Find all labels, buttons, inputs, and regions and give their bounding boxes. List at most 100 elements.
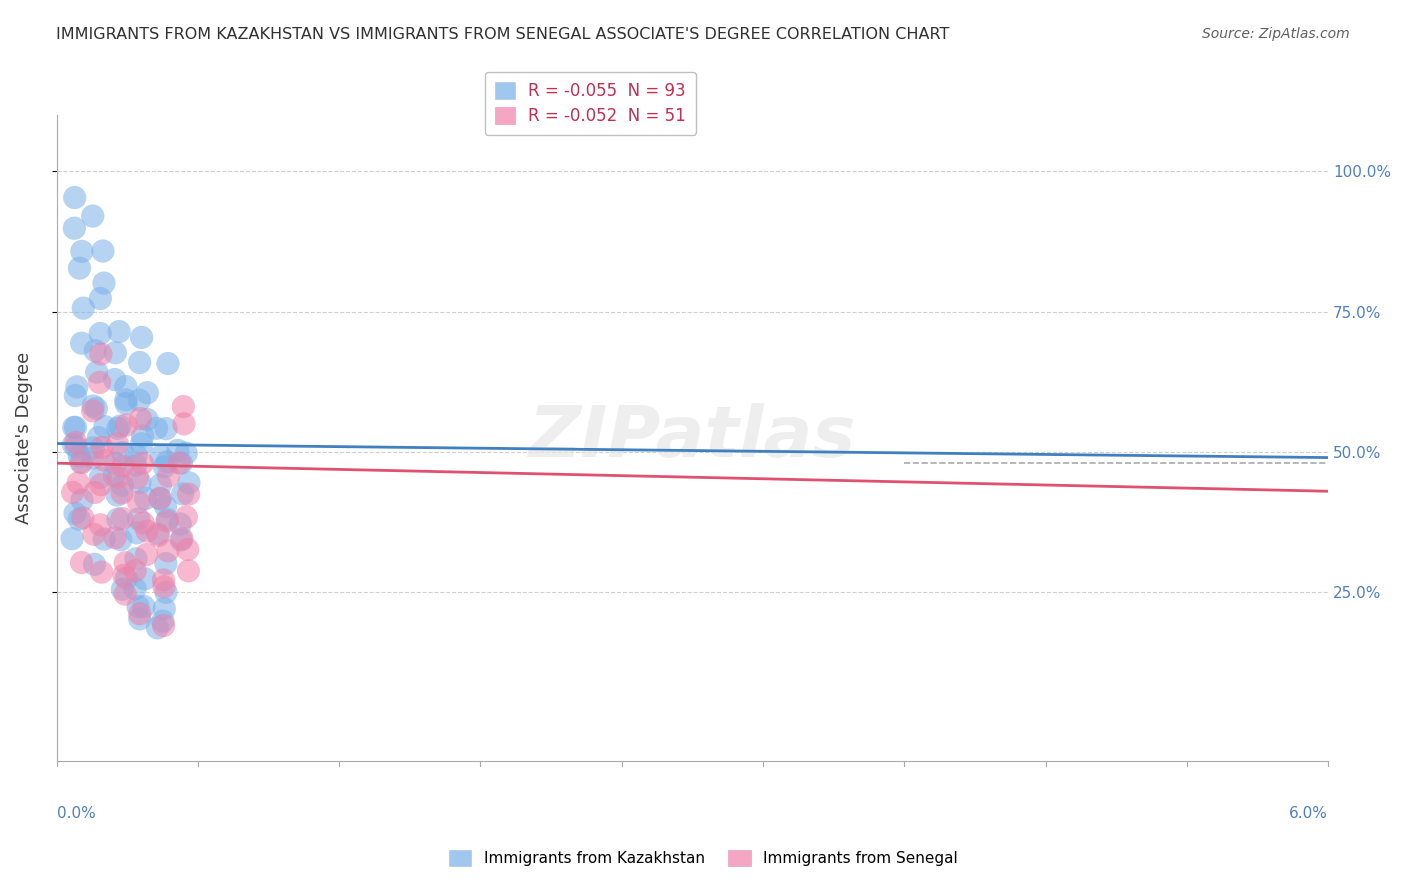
Point xyxy=(110,533,132,547)
Text: Source: ZipAtlas.com: Source: ZipAtlas.com xyxy=(1202,27,1350,41)
Point xyxy=(146,526,169,541)
Point xyxy=(169,517,191,532)
Point xyxy=(132,599,155,614)
Point xyxy=(124,564,146,578)
Point xyxy=(114,379,136,393)
Point xyxy=(103,468,125,483)
Point xyxy=(60,532,83,546)
Point xyxy=(112,568,135,582)
Point xyxy=(105,488,128,502)
Point xyxy=(62,437,84,451)
Point xyxy=(107,421,129,435)
Point xyxy=(82,209,104,223)
Point xyxy=(94,419,117,434)
Y-axis label: Associate's Degree: Associate's Degree xyxy=(15,351,32,524)
Point xyxy=(66,380,89,394)
Point xyxy=(131,429,153,443)
Point xyxy=(170,532,193,546)
Point xyxy=(124,582,146,596)
Point xyxy=(82,450,104,465)
Point xyxy=(89,376,111,390)
Point xyxy=(115,396,138,410)
Point xyxy=(125,448,148,462)
Point xyxy=(152,573,174,587)
Point xyxy=(128,512,150,526)
Point xyxy=(149,491,172,506)
Point xyxy=(153,580,176,594)
Point xyxy=(89,326,111,341)
Point xyxy=(153,601,176,615)
Point xyxy=(125,551,148,566)
Text: 0.0%: 0.0% xyxy=(56,805,96,821)
Point xyxy=(104,345,127,359)
Point xyxy=(125,525,148,540)
Point xyxy=(115,418,138,433)
Point xyxy=(72,511,94,525)
Text: ZIPatlas: ZIPatlas xyxy=(529,403,856,473)
Point xyxy=(111,582,134,597)
Legend: Immigrants from Kazakhstan, Immigrants from Senegal: Immigrants from Kazakhstan, Immigrants f… xyxy=(439,841,967,875)
Point xyxy=(128,612,150,626)
Point xyxy=(65,388,87,402)
Point xyxy=(89,471,111,485)
Point xyxy=(136,524,159,538)
Point xyxy=(176,542,198,557)
Point xyxy=(173,417,195,431)
Point xyxy=(111,511,134,525)
Point xyxy=(128,607,150,621)
Point xyxy=(114,587,136,601)
Point xyxy=(155,585,177,599)
Point xyxy=(149,491,172,505)
Point xyxy=(177,475,200,490)
Point xyxy=(131,330,153,344)
Point xyxy=(91,244,114,258)
Point xyxy=(172,400,194,414)
Point xyxy=(65,420,87,434)
Point xyxy=(82,399,104,413)
Point xyxy=(70,493,93,508)
Point xyxy=(111,459,134,474)
Point xyxy=(90,441,112,455)
Point xyxy=(153,459,176,474)
Point xyxy=(166,443,188,458)
Point xyxy=(135,491,157,506)
Point xyxy=(65,435,87,450)
Point xyxy=(156,513,179,527)
Point xyxy=(83,485,105,500)
Point xyxy=(129,475,152,490)
Point xyxy=(72,301,94,315)
Point xyxy=(128,355,150,369)
Point xyxy=(114,392,136,407)
Point xyxy=(93,453,115,467)
Point xyxy=(104,531,127,545)
Point xyxy=(148,528,170,542)
Point xyxy=(90,477,112,491)
Point xyxy=(156,514,179,528)
Point xyxy=(86,401,108,416)
Point xyxy=(104,373,127,387)
Point xyxy=(69,261,91,276)
Point xyxy=(145,421,167,435)
Point xyxy=(170,456,193,470)
Point xyxy=(136,412,159,426)
Point xyxy=(83,527,105,541)
Point xyxy=(111,486,134,500)
Point xyxy=(127,470,149,484)
Point xyxy=(62,420,84,434)
Point xyxy=(63,506,86,520)
Point xyxy=(149,478,172,492)
Point xyxy=(104,456,127,470)
Point xyxy=(69,455,91,469)
Point xyxy=(177,487,200,501)
Point xyxy=(84,343,107,358)
Point xyxy=(131,456,153,470)
Point xyxy=(90,347,112,361)
Point xyxy=(89,292,111,306)
Point xyxy=(90,565,112,579)
Point xyxy=(135,548,157,562)
Point xyxy=(152,614,174,628)
Point xyxy=(82,441,104,455)
Point xyxy=(108,325,131,339)
Point xyxy=(65,440,87,454)
Point xyxy=(63,221,86,235)
